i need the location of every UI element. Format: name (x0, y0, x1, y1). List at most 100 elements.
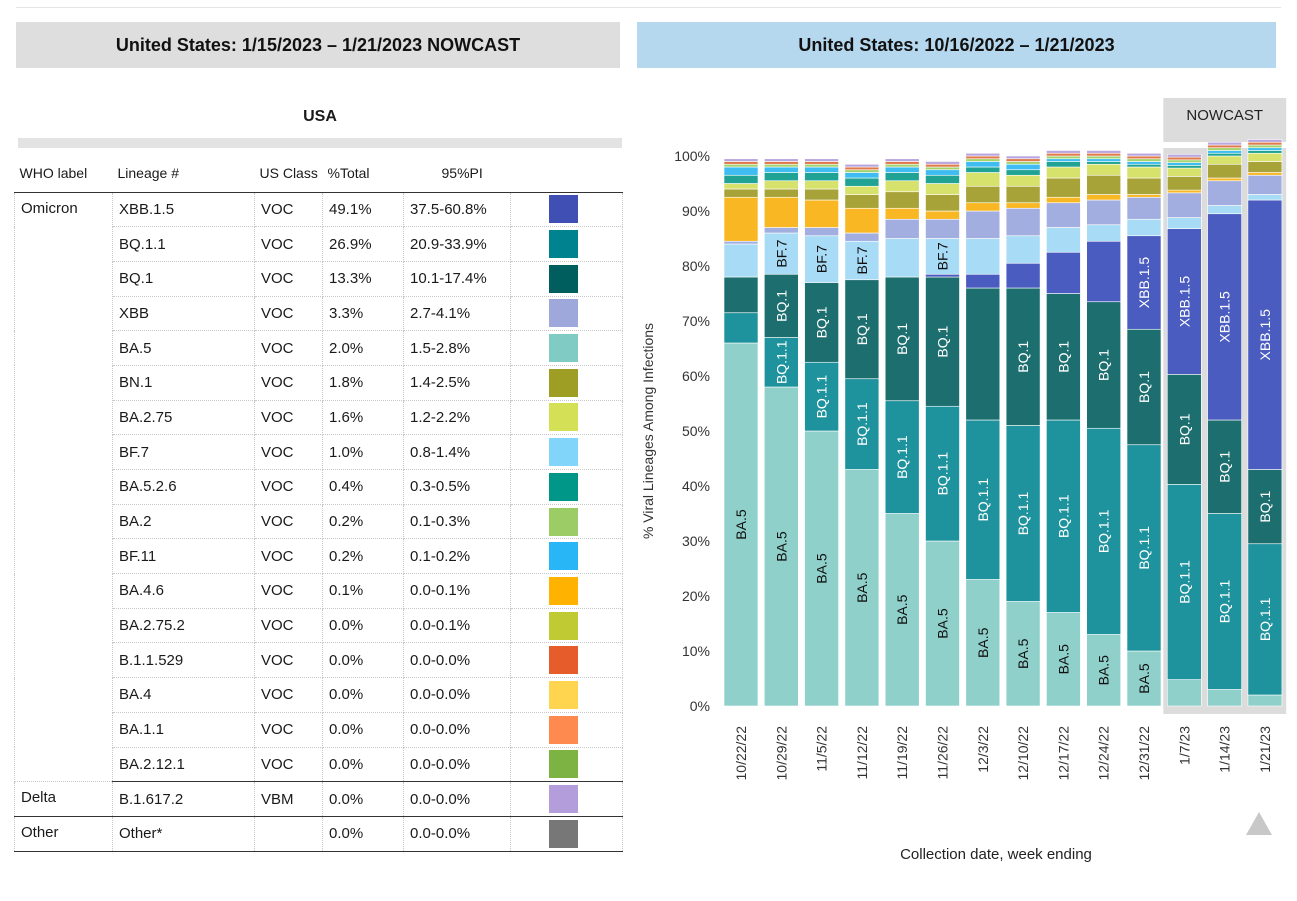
lineage-cell: B.1.1.529 (112, 642, 255, 679)
color-cell (510, 642, 623, 679)
table-body: Omicron XBB.1.5 VOC 49.1% 37.5-60.8% BQ.1.1 VO… (14, 192, 623, 852)
x-tick-label: 11/19/22 (894, 726, 910, 780)
bar-segment-ba-5 (1207, 689, 1242, 707)
table-row: BQ.1 VOC 13.3% 10.1-17.4% (15, 261, 623, 297)
lineage-cell: BN.1 (112, 365, 255, 401)
bar-segment-ba-5 (804, 430, 839, 707)
col-us-class: US Class (254, 155, 323, 193)
bar-segment-bn-1 (925, 194, 960, 212)
bar-segment-bf-7 (723, 243, 759, 278)
bar-segment-bq-1 (1046, 293, 1081, 421)
bar-segment-ba-2 (1207, 147, 1242, 151)
lineage-cell: BA.2.12.1 (112, 747, 255, 783)
bar-segment-b-1-617-2 (723, 158, 759, 162)
x-tick-label: 12/24/22 (1096, 726, 1112, 781)
bar-segment-ba-2 (1086, 155, 1122, 160)
total-cell: 0.0% (322, 816, 404, 852)
scroll-up-arrow-icon[interactable] (1246, 812, 1272, 835)
col-who-label: WHO label (14, 155, 113, 193)
bar-segment-ba-4-6 (1126, 194, 1162, 198)
bar-segment-xbb (1166, 192, 1202, 218)
y-tick-label: 10% (682, 643, 710, 659)
bar-segment-ba-4-6 (1005, 202, 1041, 209)
bar-segment-ba-4-6 (965, 202, 1001, 212)
bar-segment-ba-2 (1247, 144, 1283, 149)
segment-data-label: BQ.1.1 (1217, 580, 1233, 624)
segment-data-label: BQ.1.1 (1055, 494, 1071, 538)
segment-data-label: BQ.1 (814, 306, 830, 338)
bar-segment-ba-2-75 (844, 185, 880, 195)
us-class-cell: VOC (254, 400, 323, 436)
bar-segment-other (723, 161, 759, 165)
color-cell (510, 712, 623, 748)
bar-segment-xbb (884, 218, 920, 239)
segment-data-label: BA.5 (1015, 638, 1031, 669)
bar-segment-bq-1-1 (1046, 419, 1081, 613)
segment-data-label: BQ.1 (1055, 341, 1071, 373)
color-cell (510, 781, 623, 817)
segment-data-label: BA.5 (1136, 663, 1152, 694)
us-class-cell: VOC (254, 226, 323, 262)
pi-cell: 2.7-4.1% (403, 296, 511, 332)
pi-cell: 0.3-0.5% (403, 469, 511, 505)
table-row: BQ.1.1 VOC 26.9% 20.9-33.9% (15, 226, 623, 262)
bar-segment-ba-2 (804, 163, 839, 168)
segment-data-label: BF.7 (935, 242, 951, 270)
bar-segment-ba-5 (723, 342, 759, 707)
table-row: BA.4 VOC 0.0% 0.0-0.0% (15, 677, 623, 713)
bar-segment-bq-1-1 (764, 337, 799, 388)
bar-segment-ba-2-75 (1005, 174, 1041, 187)
lineage-color-swatch (549, 576, 578, 605)
who-label-cell: Other (14, 816, 113, 852)
lineage-cell: BA.1.1 (112, 712, 255, 748)
bar-segment-ba-5-2-6 (884, 172, 920, 182)
bar-segment-ba-5-2-6 (1086, 161, 1122, 165)
bar-segment-ba-4-6 (1046, 196, 1081, 204)
lineage-color-swatch (549, 334, 578, 363)
bar-segment-other (884, 161, 920, 165)
bar-segment-bq-1 (925, 276, 960, 407)
us-class-cell: VOC (254, 469, 323, 505)
segment-data-label: BQ.1.1 (1096, 509, 1112, 553)
bar-segment-ba-4-6 (884, 207, 920, 220)
us-class-cell: VOC (254, 747, 323, 783)
bar-segment-bf-7 (1247, 194, 1283, 201)
bar-segment-bf-11 (764, 166, 799, 173)
pi-cell: 0.8-1.4% (403, 434, 511, 470)
total-cell: 0.0% (322, 712, 404, 748)
x-tick-label: 11/26/22 (935, 726, 951, 780)
bar-segment-ba-5 (1247, 694, 1283, 707)
lineage-color-swatch (549, 403, 578, 432)
lineage-cell: BF.11 (112, 538, 255, 575)
bar-segment-other (1005, 158, 1041, 162)
x-tick-label: 1/14/23 (1217, 726, 1233, 773)
bar-segment-bq-1 (1086, 301, 1122, 429)
table-row: BA.2.75.2 VOC 0.0% 0.0-0.1% (15, 608, 623, 644)
bar-segment-ba-5-2-6 (925, 174, 960, 184)
bar-segment-bf-7 (844, 240, 880, 281)
bar-segment-bf-7 (1166, 217, 1202, 229)
segment-data-label: BQ.1.1 (814, 375, 830, 419)
bar-segment-bf-7 (884, 238, 920, 278)
bar-segment-bq-1-1 (804, 361, 839, 432)
bar-segment-bq-1-1 (1126, 444, 1162, 652)
segment-data-label: BQ.1.1 (773, 340, 789, 384)
variant-stacked-bar-chart: NOWCAST 0% 10% 20% 30% 40% 50% 60% 70% 80% 90% 100%… (640, 98, 1287, 863)
segment-data-label: BQ.1 (1217, 451, 1233, 483)
x-tick-label: 1/7/23 (1176, 726, 1192, 765)
bar-segment-ba-5-2-6 (1247, 150, 1283, 154)
table-row: XBB VOC 3.3% 2.7-4.1% (15, 296, 623, 332)
bar-segment-xbb (1126, 196, 1162, 220)
bar-segment-bf-11 (1207, 150, 1242, 154)
bar-segment-b-1-617-2 (884, 158, 920, 162)
bar-segment-ba-2 (1046, 155, 1081, 160)
bar-segment-other (1207, 144, 1242, 149)
bar-segment-ba-5 (1126, 650, 1162, 707)
bar-segment-bf-7 (925, 238, 960, 275)
top-divider (16, 7, 1281, 8)
y-tick-label: 60% (682, 368, 710, 384)
pi-cell: 1.5-2.8% (403, 330, 511, 366)
bar-segment-ba-4-6 (1086, 194, 1122, 201)
table-row: BA.4.6 VOC 0.1% 0.0-0.1% (15, 573, 623, 609)
y-tick-label: 20% (682, 588, 710, 604)
